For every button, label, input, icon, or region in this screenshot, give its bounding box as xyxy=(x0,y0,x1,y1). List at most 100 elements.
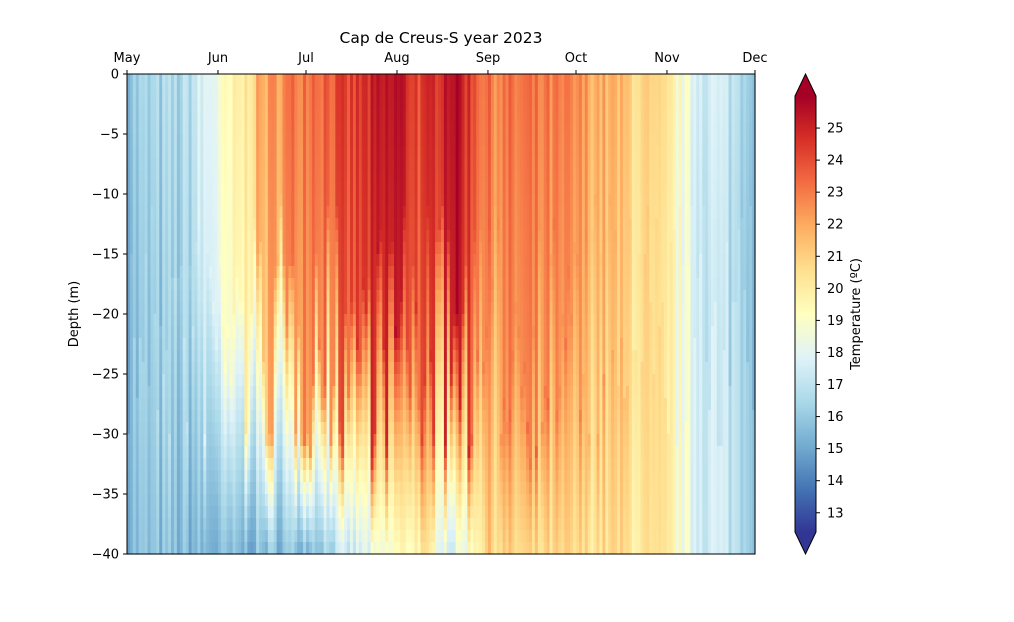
heatmap-cell xyxy=(229,542,234,555)
heatmap-cell xyxy=(408,494,413,507)
heatmap-cell xyxy=(241,398,245,411)
heatmap-cell xyxy=(270,422,275,435)
heatmap-cell xyxy=(311,434,316,447)
heatmap-cell xyxy=(197,110,201,123)
heatmap-cell xyxy=(382,410,386,423)
heatmap-cell xyxy=(179,170,184,183)
heatmap-cell xyxy=(129,266,134,279)
heatmap-cell xyxy=(129,98,134,111)
heatmap-cell xyxy=(156,146,160,159)
heatmap-cell xyxy=(388,446,392,459)
heatmap-cell xyxy=(176,290,181,303)
heatmap-cell xyxy=(443,386,448,399)
heatmap-cell xyxy=(396,98,401,111)
heatmap-cell xyxy=(311,302,316,315)
heatmap-cell xyxy=(259,338,263,351)
heatmap-cell xyxy=(276,86,281,99)
heatmap-cell xyxy=(391,110,395,123)
heatmap-cell xyxy=(232,302,237,315)
heatmap-cell xyxy=(461,374,466,387)
heatmap-cell xyxy=(273,194,278,207)
heatmap-cell xyxy=(297,278,301,291)
heatmap-cell xyxy=(276,158,281,171)
heatmap-cell xyxy=(446,434,451,447)
heatmap-cell xyxy=(423,206,427,219)
heatmap-cell xyxy=(487,302,492,315)
heatmap-cell xyxy=(264,218,269,231)
heatmap-cell xyxy=(382,350,386,363)
heatmap-cell xyxy=(159,422,163,435)
heatmap-cell xyxy=(443,242,448,255)
heatmap-cell xyxy=(361,158,366,171)
heatmap-cell xyxy=(429,434,433,447)
heatmap-cell xyxy=(291,506,295,519)
heatmap-cell xyxy=(226,110,231,123)
heatmap-cell xyxy=(282,158,287,171)
heatmap-cell xyxy=(461,446,466,459)
heatmap-cell xyxy=(464,434,469,447)
heatmap-cell xyxy=(341,518,345,531)
heatmap-cell xyxy=(314,494,319,507)
heatmap-cell xyxy=(341,266,345,279)
heatmap-cell xyxy=(335,230,339,243)
heatmap-cell xyxy=(311,470,316,483)
heatmap-cell xyxy=(306,422,310,435)
heatmap-cell xyxy=(320,146,325,159)
heatmap-cell xyxy=(253,398,257,411)
heatmap-cell xyxy=(341,470,345,483)
heatmap-cell xyxy=(367,86,372,99)
heatmap-cell xyxy=(171,362,175,375)
heatmap-cell xyxy=(250,542,254,555)
heatmap-cell xyxy=(311,374,316,387)
heatmap-cell xyxy=(402,446,407,459)
heatmap-cell xyxy=(188,446,193,459)
heatmap-cell xyxy=(291,218,295,231)
heatmap-cell xyxy=(162,218,166,231)
heatmap-cell xyxy=(300,74,304,87)
heatmap-cell xyxy=(314,350,319,363)
heatmap-cell xyxy=(396,518,401,531)
heatmap-cell xyxy=(179,110,184,123)
heatmap-cell xyxy=(438,134,442,147)
heatmap-cell xyxy=(341,542,345,555)
heatmap-cell xyxy=(147,290,152,303)
heatmap-cell xyxy=(446,470,451,483)
heatmap-cell xyxy=(458,518,463,531)
heatmap-cell xyxy=(379,230,383,243)
heatmap-cell xyxy=(379,146,383,159)
heatmap-cell xyxy=(138,530,143,543)
heatmap-cell xyxy=(408,446,413,459)
heatmap-cell xyxy=(394,98,398,111)
heatmap-cell xyxy=(443,434,448,447)
heatmap-cell xyxy=(329,398,334,411)
heatmap-cell xyxy=(212,398,216,411)
heatmap-cell xyxy=(217,422,222,435)
heatmap-cell xyxy=(317,182,322,195)
heatmap-cell xyxy=(247,110,251,123)
heatmap-cell xyxy=(226,314,231,327)
heatmap-cell xyxy=(341,290,345,303)
heatmap-cell xyxy=(129,542,134,555)
heatmap-cell xyxy=(303,158,307,171)
heatmap-cell xyxy=(291,518,295,531)
heatmap-cell xyxy=(247,494,251,507)
heatmap-cell xyxy=(458,386,463,399)
heatmap-cell xyxy=(405,314,410,327)
heatmap-cell xyxy=(370,350,375,363)
heatmap-cell xyxy=(132,278,137,291)
heatmap-cell xyxy=(308,170,313,183)
heatmap-cell xyxy=(335,326,339,339)
heatmap-cell xyxy=(485,494,489,507)
heatmap-cell xyxy=(203,170,207,183)
heatmap-cell xyxy=(232,374,237,387)
heatmap-cell xyxy=(482,386,486,399)
heatmap-cell xyxy=(379,158,383,171)
heatmap-cell xyxy=(141,338,146,351)
heatmap-cell xyxy=(379,542,383,555)
heatmap-cell xyxy=(455,422,460,435)
heatmap-cell xyxy=(156,254,160,267)
heatmap-cell xyxy=(314,74,319,87)
heatmap-cell xyxy=(173,314,178,327)
heatmap-cell xyxy=(220,86,225,99)
heatmap-cell xyxy=(156,170,160,183)
